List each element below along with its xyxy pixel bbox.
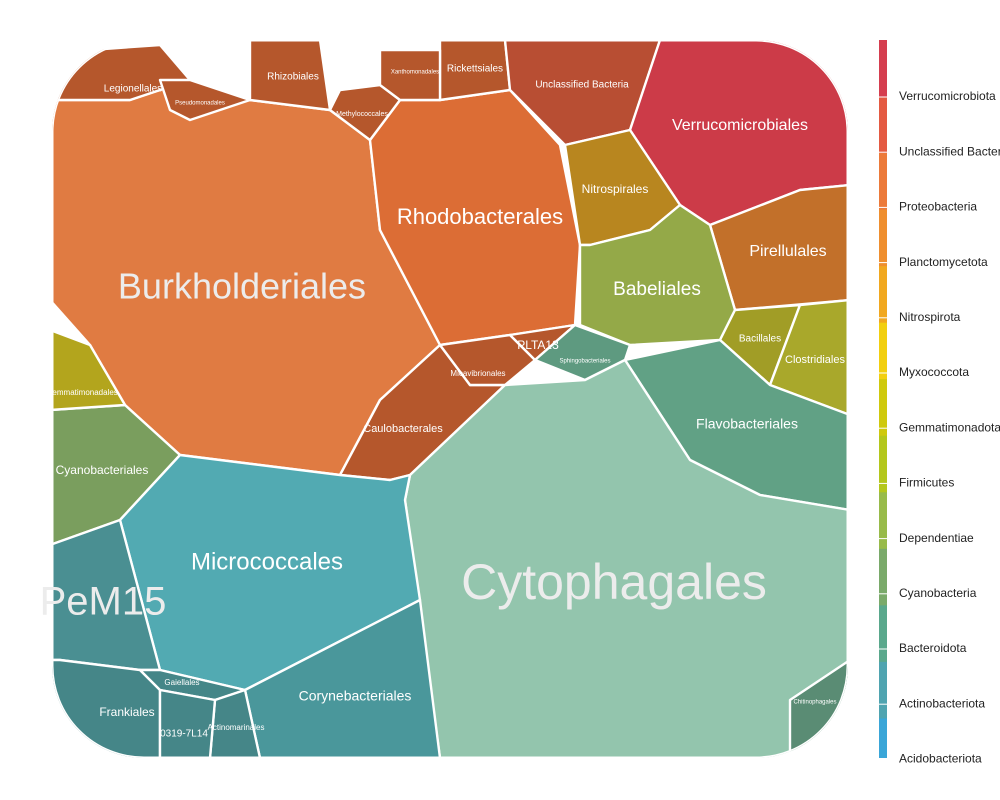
legend: Verrucomicrobiota Unclassified Bacteria Pr… (879, 40, 1000, 766)
legend-entry-label: Myxococcota (899, 365, 969, 379)
legend-entry-label: Cyanobacteria (899, 586, 977, 600)
treemap-cell-label: Cytophagales (461, 554, 767, 610)
treemap-cell (158, 78, 252, 122)
treemap-cell-label: Rhizobiales (267, 72, 319, 83)
treemap-cells (52, 40, 848, 758)
legend-entry-label: Unclassified Bacteria (899, 144, 1000, 158)
treemap-cell (438, 333, 537, 387)
treemap-cell-label: Micavibrionales (450, 369, 505, 378)
treemap-cell (533, 323, 632, 382)
treemap-cell-label: Cyanobacteriales (56, 463, 149, 477)
treemap-cell-label: Verrucomicrobiales (672, 117, 808, 134)
treemap-cell-label: Micrococcales (191, 548, 343, 575)
legend-color-swatch (879, 435, 887, 494)
legend-entry-label: Proteobacteria (899, 200, 977, 214)
legend-color-swatch (879, 548, 887, 607)
treemap-cell (158, 688, 217, 758)
legend-entry-label: Bacteroidota (899, 641, 967, 655)
legend-color-swatch (879, 96, 887, 155)
treemap-cell (378, 48, 442, 102)
treemap-cell-label: 0319-7L14 (160, 729, 208, 740)
legend-entry-label: Acidobacteriota (899, 752, 982, 766)
treemap-cell-label: Sphingobacteriales (559, 359, 610, 365)
legend-entry-label: Dependentiae (899, 531, 974, 545)
treemap-cell-label: Legionellales (104, 84, 162, 95)
legend-entry-label: Gemmatimonadota (899, 420, 1000, 434)
legend-color-swatch (879, 322, 887, 381)
treemap-cell-label: PLTA13 (517, 338, 559, 352)
treemap-cell-label: Pseudomonadales (175, 101, 225, 107)
legend-entry-label: Nitrospirota (899, 310, 961, 324)
treemap-cell-label: Unclassified Bacteria (535, 80, 629, 91)
treemap-cell-label: Gaiellales (164, 678, 199, 687)
treemap-cell-label: Babeliales (613, 279, 701, 300)
treemap-cell-label: Nitrospirales (582, 182, 649, 196)
treemap-cell-label: Frankiales (99, 705, 154, 719)
treemap-cell-label: Pirellulales (749, 243, 826, 260)
legend-entry-label: Verrucomicrobiota (899, 89, 996, 103)
treemap-cell-label: Rickettsiales (447, 64, 503, 75)
treemap-cell-label: Chitinophagales (793, 700, 836, 706)
legend-entry-label: Actinobacteriota (899, 696, 985, 710)
treemap-cell (52, 328, 127, 412)
legend-color-swatch (879, 661, 887, 720)
legend-color-swatch (879, 266, 887, 324)
legend-color-swatch (879, 153, 887, 211)
treemap-cell-label: Flavobacteriales (696, 416, 798, 432)
legend-color-swatch (879, 605, 887, 663)
treemap-cell-label: Rhodobacterales (397, 204, 563, 229)
treemap-cell-label: Xanthomonadales (391, 70, 439, 76)
treemap-cell-label: Burkholderiales (118, 266, 366, 307)
legend-entry-label: Planctomycetota (899, 255, 988, 269)
treemap-cell-label: Caulobacterales (363, 423, 443, 435)
legend-color-swatch (879, 40, 887, 98)
legend-color-swatch (879, 379, 887, 437)
treemap-cell-label: PeM15 (40, 580, 167, 624)
legend-color-swatch (879, 718, 887, 758)
treemap-cell-label: Gemmatimonadales (46, 388, 118, 397)
treemap-cell-label: Actinomarinales (208, 723, 265, 732)
treemap-cell-label: Corynebacteriales (299, 688, 412, 704)
treemap-cell (768, 298, 848, 417)
treemap-cell-label: Clostridiales (785, 354, 845, 366)
treemap-cell-label: Bacillales (739, 334, 781, 345)
legend-color-swatch (879, 209, 887, 268)
legend-entry-label: Firmicutes (899, 476, 954, 490)
treemap-cell-label: Methylococcales (336, 111, 388, 118)
legend-color-swatch (879, 492, 887, 550)
treemap-labels: Burkholderiales Rhodobacterales Caulobacte… (40, 64, 846, 740)
